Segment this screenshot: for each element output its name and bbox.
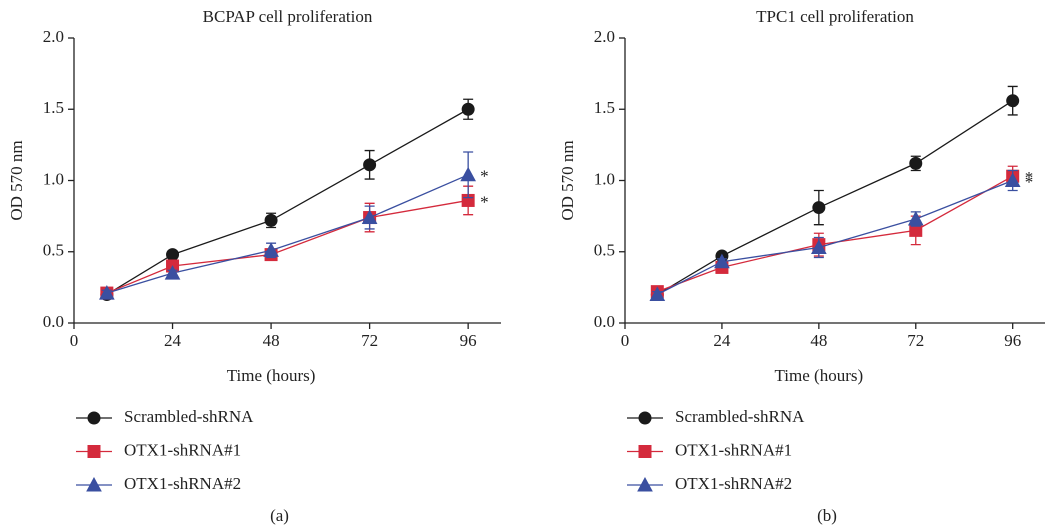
x-tick-label: 24 — [713, 331, 731, 350]
legend-label: OTX1-shRNA#1 — [675, 440, 792, 459]
series-line — [657, 179, 1013, 296]
significance-mark: * — [1025, 172, 1034, 191]
x-tick-label: 24 — [164, 331, 182, 350]
series-line — [106, 108, 469, 296]
x-tick-label: 48 — [810, 331, 827, 350]
data-point — [909, 156, 923, 170]
y-axis-label: OD 570 nm — [7, 140, 26, 220]
y-tick-label: 1.5 — [594, 98, 615, 117]
x-axis-label: Time (hours) — [227, 366, 316, 385]
significance-mark: * — [480, 167, 489, 186]
x-tick-label: 72 — [907, 331, 924, 350]
y-tick-label: 1.5 — [43, 98, 64, 117]
x-tick-label: 72 — [361, 331, 378, 350]
caption: (a) — [270, 506, 289, 525]
significance-mark: * — [1025, 168, 1034, 187]
data-point — [99, 285, 115, 300]
data-point — [363, 158, 377, 172]
y-tick-label: 0.0 — [43, 312, 64, 331]
data-point — [714, 253, 730, 269]
legend-marker — [637, 476, 653, 492]
y-tick-label: 0.0 — [594, 312, 615, 331]
y-tick-label: 0.5 — [43, 241, 64, 260]
legend-label: OTX1-shRNA#2 — [124, 474, 241, 493]
significance-mark: * — [480, 192, 489, 211]
legend-label: Scrambled-shRNA — [124, 407, 254, 426]
x-tick-label: 0 — [70, 331, 79, 350]
legend-marker — [638, 411, 652, 425]
legend-label: OTX1-shRNA#2 — [675, 474, 792, 493]
y-tick-label: 1.0 — [43, 169, 64, 188]
y-tick-label: 2.0 — [43, 27, 64, 46]
data-point — [361, 209, 378, 225]
y-tick-label: 2.0 — [594, 27, 615, 46]
data-point — [460, 166, 476, 182]
chart-title: BCPAP cell proliferation — [203, 7, 373, 26]
series-line — [656, 100, 1014, 296]
data-point — [649, 286, 666, 301]
x-tick-label: 96 — [460, 331, 477, 350]
y-tick-label: 0.5 — [594, 241, 615, 260]
data-point — [166, 248, 180, 262]
x-tick-label: 0 — [621, 331, 630, 350]
data-point — [164, 265, 181, 280]
data-point — [1006, 94, 1020, 108]
legend-label: OTX1-shRNA#1 — [124, 440, 241, 459]
data-point — [461, 102, 475, 116]
legend-label: Scrambled-shRNA — [675, 407, 805, 426]
data-point — [1004, 172, 1021, 187]
x-tick-label: 96 — [1004, 331, 1021, 350]
y-tick-label: 1.0 — [594, 169, 615, 188]
data-point — [812, 201, 826, 215]
data-point — [907, 210, 924, 226]
data-point — [264, 213, 278, 227]
series-line — [106, 174, 469, 294]
series-line — [657, 175, 1014, 293]
legend-marker — [86, 476, 102, 492]
data-point — [263, 242, 279, 257]
data-point — [811, 239, 827, 254]
y-axis-label: OD 570 nm — [558, 140, 577, 220]
x-axis-label: Time (hours) — [775, 366, 864, 385]
legend-marker — [87, 411, 101, 425]
x-tick-label: 48 — [263, 331, 280, 350]
caption: (b) — [817, 506, 837, 525]
series-line — [106, 199, 469, 294]
chart-title: TPC1 cell proliferation — [756, 7, 914, 26]
legend-marker — [638, 445, 652, 458]
legend-marker — [87, 445, 101, 458]
